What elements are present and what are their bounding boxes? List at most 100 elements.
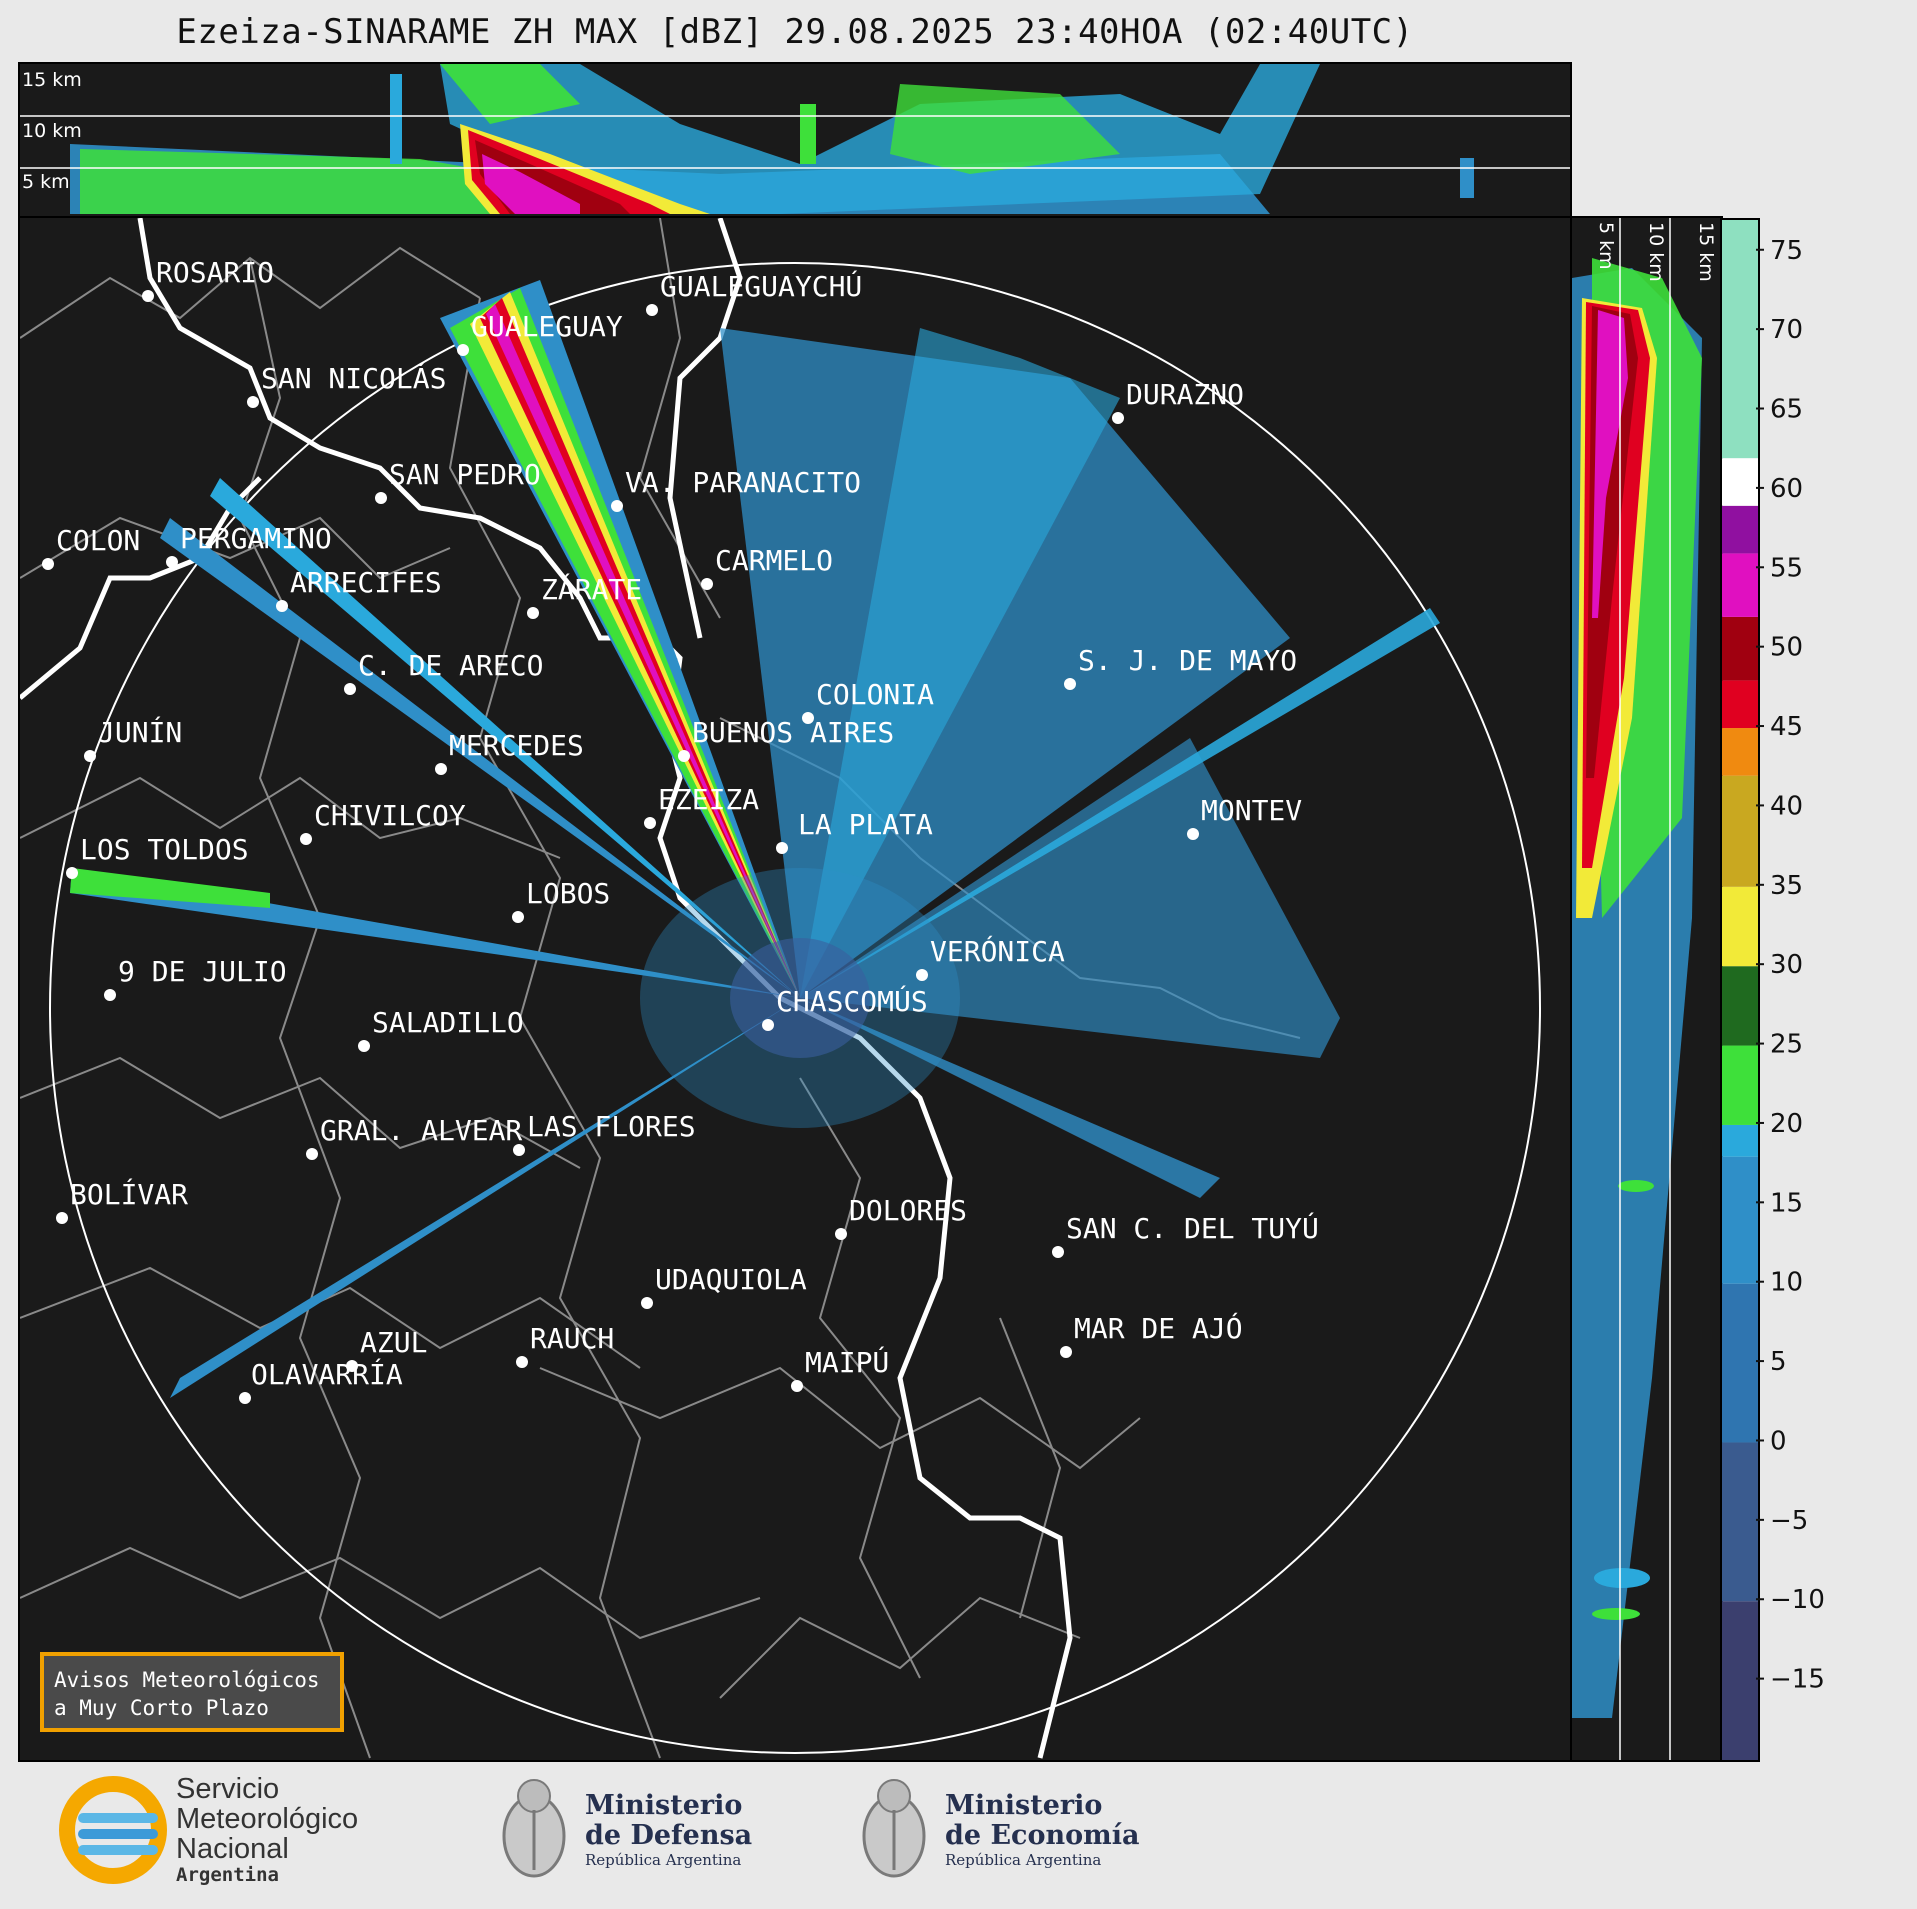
smn-line-4: Argentina bbox=[176, 1864, 279, 1886]
colorbar-tick-label: 35 bbox=[1770, 871, 1803, 901]
city-marker: GUALEGUAYCHÚ bbox=[646, 269, 862, 316]
defensa-logo: Ministerio de Defensa República Argentin… bbox=[495, 1770, 752, 1890]
right-cross-section: 5 km 10 km 15 km bbox=[1572, 218, 1717, 1760]
right-echo-layers bbox=[1572, 258, 1702, 1718]
city-dot bbox=[512, 911, 524, 923]
city-marker: LAS FLORES bbox=[513, 1110, 696, 1156]
coat-of-arms-icon bbox=[502, 1779, 566, 1878]
city-dot bbox=[646, 304, 658, 316]
colorbar-tick-label: 40 bbox=[1770, 791, 1803, 821]
city-label: SALADILLO bbox=[372, 1006, 524, 1039]
city-marker: MONTEV bbox=[1187, 794, 1302, 840]
city-dot bbox=[84, 750, 96, 762]
colorbar-tick-label: 55 bbox=[1770, 553, 1803, 583]
city-marker: MAIPÚ bbox=[791, 1345, 889, 1392]
city-label: GUALEGUAYCHÚ bbox=[660, 269, 862, 303]
city-label: CARMELO bbox=[715, 544, 833, 577]
city-marker: DOLORES bbox=[835, 1194, 967, 1240]
radar-map: ROSARIO GUALEGUAYCHÚ GUALEGUAY SAN NICOLÁS D… bbox=[20, 218, 1541, 1759]
city-label: LAS FLORES bbox=[527, 1110, 696, 1143]
avisos-line-2: a Muy Corto Plazo bbox=[54, 1696, 269, 1720]
colorbar-band bbox=[1722, 886, 1758, 967]
city-marker: CHIVILCOY bbox=[300, 799, 466, 845]
colorbar-tick-label: 65 bbox=[1770, 395, 1803, 425]
city-dot bbox=[435, 763, 447, 775]
colorbar-band bbox=[1722, 1045, 1758, 1125]
colorbar-tick-label: 60 bbox=[1770, 474, 1803, 504]
city-marker: VA. PARANACITO bbox=[611, 466, 861, 512]
city-label: JUNÍN bbox=[98, 715, 182, 749]
right-cross-section-panel: 5 km 10 km 15 km bbox=[1570, 216, 1723, 1762]
top-km-label-15: 15 km bbox=[22, 69, 82, 91]
city-label: ROSARIO bbox=[156, 256, 274, 289]
city-dot bbox=[513, 1144, 525, 1156]
district-boundaries bbox=[20, 218, 1301, 1759]
colorbar-tick-label: 45 bbox=[1770, 712, 1803, 742]
colorbar-band bbox=[1722, 616, 1758, 681]
city-dot bbox=[276, 600, 288, 612]
city-dot bbox=[247, 396, 259, 408]
city-marker: MAR DE AJÓ bbox=[1060, 1311, 1243, 1358]
smn-line-1: Servicio bbox=[176, 1773, 280, 1805]
city-marker: SAN NICOLÁS bbox=[247, 361, 446, 408]
city-dot bbox=[56, 1212, 68, 1224]
top-cross-section-panel: 15 km 10 km 5 km bbox=[18, 62, 1572, 218]
city-markers: ROSARIO GUALEGUAYCHÚ GUALEGUAY SAN NICOLÁS D… bbox=[42, 256, 1319, 1404]
city-label: LA PLATA bbox=[798, 808, 933, 841]
city-label: C. DE ARECO bbox=[358, 649, 543, 682]
city-dot bbox=[762, 1019, 774, 1031]
city-label: ZÁRATE bbox=[541, 572, 642, 606]
city-label: MONTEV bbox=[1201, 794, 1302, 827]
city-dot bbox=[516, 1356, 528, 1368]
top-km-label-5: 5 km bbox=[22, 171, 70, 193]
coat-of-arms-icon bbox=[862, 1779, 926, 1878]
city-marker: ARRECIFES bbox=[276, 566, 442, 612]
colorbar-band bbox=[1722, 728, 1758, 776]
city-dot bbox=[66, 867, 78, 879]
colorbar-band bbox=[1722, 1124, 1758, 1157]
city-dot bbox=[1052, 1246, 1064, 1258]
city-marker: 9 DE JULIO bbox=[104, 955, 287, 1001]
radar-echoes bbox=[70, 280, 1440, 1398]
range-ring bbox=[49, 262, 1541, 1754]
colorbar-tick-label: 5 bbox=[1770, 1347, 1787, 1377]
colorbar-tick-label: 20 bbox=[1770, 1109, 1803, 1139]
city-dot bbox=[527, 607, 539, 619]
colorbar-band bbox=[1722, 680, 1758, 729]
city-marker: LOS TOLDOS bbox=[66, 833, 249, 879]
city-label: COLONIA bbox=[816, 678, 934, 711]
smn-line-2: Meteorológico bbox=[176, 1803, 359, 1835]
city-marker: LOBOS bbox=[512, 877, 610, 923]
city-dot bbox=[1112, 412, 1124, 424]
city-dot bbox=[916, 969, 928, 981]
colorbar-band bbox=[1722, 458, 1758, 506]
city-dot bbox=[776, 842, 788, 854]
city-dot bbox=[641, 1297, 653, 1309]
city-dot bbox=[104, 989, 116, 1001]
city-label: LOBOS bbox=[526, 877, 610, 910]
city-label: CHIVILCOY bbox=[314, 799, 466, 832]
city-dot bbox=[142, 290, 154, 302]
colorbar-tick-label: 15 bbox=[1770, 1188, 1803, 1218]
city-dot bbox=[239, 1392, 251, 1404]
colorbar-tick-label: 75 bbox=[1770, 236, 1803, 266]
city-marker: SALADILLO bbox=[358, 1006, 524, 1052]
city-marker: ZÁRATE bbox=[527, 572, 642, 619]
city-dot bbox=[835, 1228, 847, 1240]
colorbar-band bbox=[1722, 966, 1758, 1046]
economia-line-1: Ministerio bbox=[945, 1790, 1103, 1821]
city-marker: LA PLATA bbox=[776, 808, 933, 854]
city-marker: SAN PEDRO bbox=[375, 458, 541, 504]
city-label: 9 DE JULIO bbox=[118, 955, 287, 988]
colorbar-gradient bbox=[1722, 220, 1758, 1760]
reflectivity-colorbar bbox=[1720, 218, 1760, 1762]
avisos-badge[interactable]: Avisos Meteorológicos a Muy Corto Plazo bbox=[40, 1652, 344, 1732]
top-cross-section: 15 km 10 km 5 km bbox=[20, 64, 1570, 214]
city-dot bbox=[346, 1360, 358, 1372]
colorbar-band bbox=[1722, 1442, 1758, 1602]
smn-logo: Servicio Meteorológico Nacional Argentin… bbox=[58, 1770, 358, 1890]
city-dot bbox=[1064, 678, 1076, 690]
colorbar-band bbox=[1722, 775, 1758, 887]
city-label: MERCEDES bbox=[449, 729, 584, 762]
city-marker: S. J. DE MAYO bbox=[1064, 644, 1297, 690]
